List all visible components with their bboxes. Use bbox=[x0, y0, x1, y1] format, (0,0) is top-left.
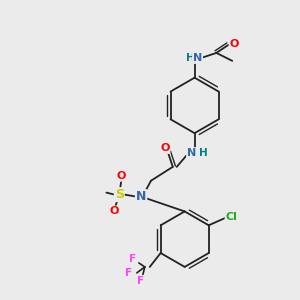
Text: N: N bbox=[187, 148, 196, 158]
Text: H: H bbox=[199, 148, 208, 158]
Text: O: O bbox=[160, 143, 170, 153]
Text: N: N bbox=[136, 190, 146, 203]
Text: O: O bbox=[117, 171, 126, 181]
Text: O: O bbox=[110, 206, 119, 216]
Text: N: N bbox=[193, 53, 202, 63]
Text: Cl: Cl bbox=[226, 212, 237, 222]
Text: F: F bbox=[137, 276, 144, 286]
Text: O: O bbox=[230, 39, 239, 49]
Text: F: F bbox=[125, 268, 133, 278]
Text: S: S bbox=[115, 188, 124, 201]
Text: F: F bbox=[129, 254, 137, 264]
Text: H: H bbox=[186, 53, 195, 63]
